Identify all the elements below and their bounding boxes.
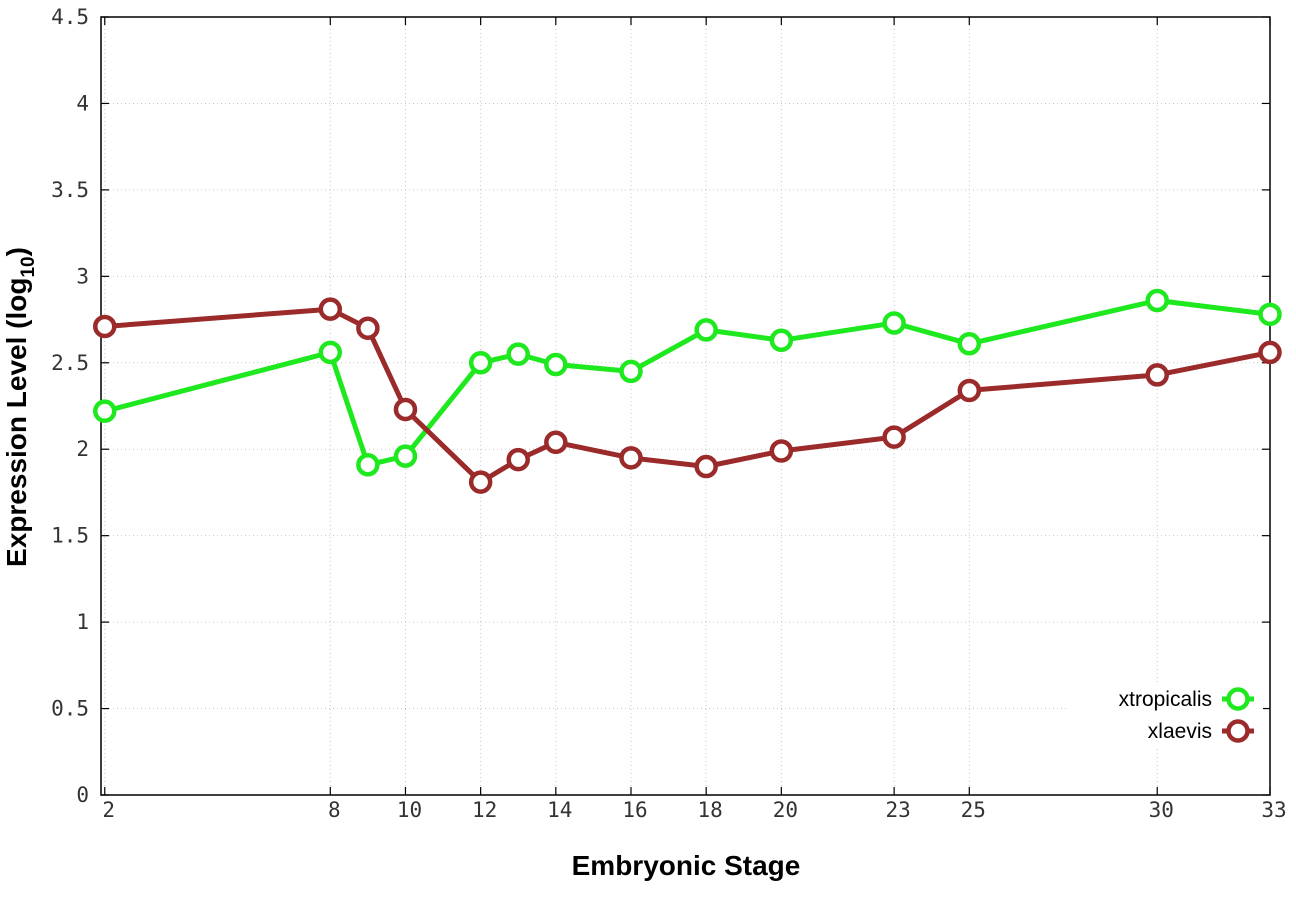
data-point-xlaevis <box>957 378 982 403</box>
x-tick-label: 23 <box>885 798 910 822</box>
data-point-xlaevis <box>468 470 493 494</box>
x-tick-label: 14 <box>547 798 572 822</box>
x-tick-label: 33 <box>1261 798 1286 822</box>
series-line-xlaevis <box>104 306 1271 485</box>
y-axis-title-suffix: ) <box>1 247 32 256</box>
data-point-xlaevis <box>544 430 568 455</box>
data-point-xtropicalis <box>957 332 982 356</box>
legend-swatch-marker <box>1226 687 1250 711</box>
data-point-xlaevis <box>506 447 530 472</box>
x-tick-label: 8 <box>328 798 341 822</box>
data-point-xtropicalis <box>544 352 568 377</box>
data-point-xlaevis <box>393 397 418 422</box>
legend: xtropicalis xlaevis <box>1068 684 1263 748</box>
data-point-xlaevis <box>619 446 643 470</box>
x-tick-label: 20 <box>773 798 798 822</box>
data-point-xlaevis <box>1258 340 1282 365</box>
y-tick-label: 2 <box>76 437 89 461</box>
y-tick-label: 0 <box>76 783 89 807</box>
x-axis-title: Embryonic Stage <box>572 850 801 881</box>
x-tick-label: 16 <box>622 798 647 822</box>
data-point-xtropicalis <box>769 328 794 353</box>
plot-frame <box>100 16 1271 796</box>
axis-ticks: 0 0.5 1 1.5 2 2.5 3 3.5 4 4.5 2 8 10 12 14 16 18 20 23 25 30… <box>51 5 1287 822</box>
y-tick-label: 0.5 <box>51 697 89 721</box>
data-point-xlaevis <box>356 316 380 340</box>
data-point-xtropicalis <box>694 318 718 342</box>
y-axis-title-subscript: 10 <box>18 256 39 277</box>
series-layer <box>93 288 1282 494</box>
legend-label: xtropicalis <box>1119 688 1212 711</box>
data-point-xtropicalis <box>619 359 643 384</box>
data-point-xtropicalis <box>356 453 380 477</box>
series-line-xtropicalis <box>104 298 1271 468</box>
data-point-xlaevis <box>769 439 794 463</box>
y-tick-label: 4.5 <box>51 5 89 29</box>
y-tick-label: 1.5 <box>51 524 89 548</box>
data-point-xlaevis <box>318 297 343 321</box>
y-tick-label: 4 <box>76 91 89 115</box>
data-point-xlaevis <box>93 314 117 339</box>
data-point-xtropicalis <box>882 311 906 335</box>
x-tick-label: 18 <box>698 798 723 822</box>
x-tick-label: 2 <box>102 798 115 822</box>
legend-item-xtropicalis: xtropicalis <box>1119 687 1254 711</box>
data-point-xtropicalis <box>468 351 493 375</box>
data-point-xlaevis <box>1145 363 1169 387</box>
y-tick-label: 3.5 <box>51 178 89 202</box>
data-point-xtropicalis <box>1258 302 1282 327</box>
legend-item-xlaevis: xlaevis <box>1148 719 1254 743</box>
data-point-xtropicalis <box>506 342 530 366</box>
data-point-xtropicalis <box>318 340 343 365</box>
data-point-xlaevis <box>882 425 906 449</box>
data-point-xtropicalis <box>1145 288 1169 313</box>
y-tick-label: 3 <box>76 264 89 288</box>
y-axis-title: Expression Level (log10) <box>1 247 39 567</box>
y-tick-label: 2.5 <box>51 351 89 375</box>
series-xlaevis <box>93 297 1282 494</box>
series-xtropicalis <box>93 288 1282 477</box>
data-point-xtropicalis <box>393 444 418 468</box>
data-point-xtropicalis <box>93 399 117 423</box>
data-point-xlaevis <box>694 454 718 479</box>
x-tick-label: 12 <box>472 798 497 822</box>
x-tick-label: 25 <box>961 798 986 822</box>
legend-swatch-marker <box>1226 719 1250 743</box>
grid <box>101 17 1270 795</box>
x-tick-label: 30 <box>1149 798 1174 822</box>
legend-label: xlaevis <box>1148 720 1212 743</box>
y-tick-label: 1 <box>76 610 89 634</box>
x-tick-label: 10 <box>397 798 422 822</box>
y-axis-title-main: Expression Level (log <box>1 278 32 567</box>
